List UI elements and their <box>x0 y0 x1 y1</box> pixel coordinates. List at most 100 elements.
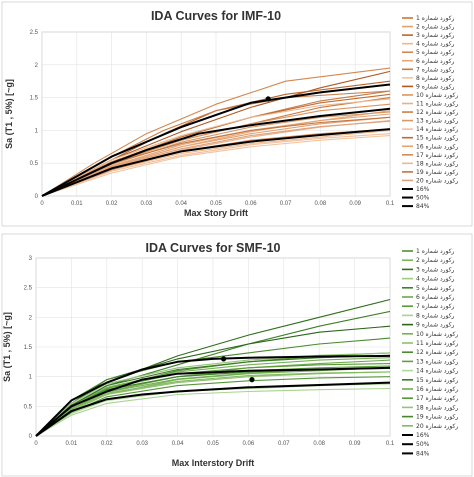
record-line-8 <box>35 387 391 437</box>
legend-label: رکورد شماره 19 <box>416 169 458 176</box>
y-axis-label: Sa (T1 , 5%) [~g] <box>2 312 12 382</box>
collapse-marker <box>221 356 227 362</box>
x-tick-label: 0.03 <box>136 441 148 447</box>
legend-label: رکورد شماره 11 <box>416 101 458 108</box>
x-tick-label: 0.05 <box>207 441 219 447</box>
y-tick-label: 1.5 <box>24 345 33 351</box>
legend-label: رکورد شماره 16 <box>416 143 458 150</box>
record-line-14 <box>41 133 391 197</box>
legend-label: رکورد شماره 5 <box>416 49 455 56</box>
fractile-line-16pct <box>35 381 391 437</box>
legend-label: رکورد شماره 15 <box>416 135 458 142</box>
legend-label: رکورد شماره 17 <box>416 395 458 402</box>
x-tick-label: 0.09 <box>349 441 361 447</box>
record-line-20 <box>35 371 391 437</box>
legend-label: رکورد شماره 20 <box>416 423 458 430</box>
y-tick-label: 3 <box>29 256 33 262</box>
x-tick-label: 0.1 <box>386 441 395 447</box>
legend-label: رکورد شماره 19 <box>416 414 458 421</box>
legend-label: رکورد شماره 8 <box>416 312 455 319</box>
legend-label: رکورد شماره 10 <box>416 331 458 338</box>
fractile-line-84pct <box>35 354 391 437</box>
y-axis-label: Sa (T1 , 5%) [~g] <box>4 79 14 149</box>
legend-label: رکورد شماره 2 <box>416 257 455 264</box>
legend-label: رکورد شماره 6 <box>416 58 455 65</box>
legend-label: رکورد شماره 3 <box>416 32 455 39</box>
legend-label: رکورد شماره 10 <box>416 92 458 99</box>
x-axis-label: Max Interstory Drift <box>172 458 255 468</box>
x-tick-label: 0.02 <box>106 201 118 207</box>
legend-label: رکورد شماره 15 <box>416 377 458 384</box>
legend-label: رکورد شماره 17 <box>416 152 458 159</box>
legend-label: رکورد شماره 12 <box>416 109 458 116</box>
x-tick-label: 0.01 <box>71 201 83 207</box>
legend-label: 16% <box>416 186 430 193</box>
x-tick-label: 0.06 <box>245 201 257 207</box>
legend-label: رکورد شماره 6 <box>416 294 455 301</box>
x-tick-label: 0.04 <box>175 201 187 207</box>
legend-label: رکورد شماره 8 <box>416 75 455 82</box>
record-line-16 <box>41 113 391 197</box>
legend-label: رکورد شماره 20 <box>416 177 458 184</box>
y-tick-label: 1.5 <box>30 96 39 102</box>
legend-label: رکورد شماره 12 <box>416 349 458 356</box>
x-tick-label: 0 <box>40 201 44 207</box>
legend-label: 16% <box>416 432 430 439</box>
x-tick-label: 0.09 <box>349 201 361 207</box>
record-line-5 <box>41 67 391 197</box>
x-tick-label: 0.08 <box>315 201 327 207</box>
legend-label: رکورد شماره 9 <box>416 83 455 90</box>
x-tick-label: 0.06 <box>243 441 255 447</box>
y-tick-label: 1 <box>29 375 33 381</box>
fractile-line-84pct <box>41 83 391 197</box>
y-tick-label: 0 <box>35 194 39 200</box>
legend-label: رکورد شماره 7 <box>416 303 455 310</box>
y-tick-label: 0 <box>29 434 33 440</box>
y-tick-label: 2 <box>29 315 33 321</box>
legend-label: 84% <box>416 203 430 210</box>
legend-label: 84% <box>416 450 430 457</box>
legend-label: رکورد شماره 2 <box>416 24 455 31</box>
y-tick-label: 2.5 <box>30 30 39 36</box>
legend-label: رکورد شماره 7 <box>416 66 455 73</box>
x-tick-label: 0.04 <box>172 441 184 447</box>
record-line-18 <box>35 352 391 437</box>
legend-label: رکورد شماره 9 <box>416 322 455 329</box>
legend-label: رکورد شماره 13 <box>416 118 458 125</box>
y-tick-label: 0.5 <box>30 161 39 167</box>
x-tick-label: 0.03 <box>141 201 153 207</box>
collapse-marker <box>249 377 255 383</box>
x-tick-label: 0.05 <box>210 201 222 207</box>
fractile-line-50pct <box>41 107 391 197</box>
legend-label: رکورد شماره 16 <box>416 386 458 393</box>
record-line-20 <box>41 120 391 197</box>
chart-title: IDA Curves for IMF-10 <box>151 9 281 23</box>
legend-label: رکورد شماره 11 <box>416 340 458 347</box>
x-tick-label: 0 <box>34 441 38 447</box>
record-line-15 <box>35 354 391 437</box>
x-tick-label: 0.07 <box>280 201 292 207</box>
legend-label: رکورد شماره 4 <box>416 41 455 48</box>
legend-label: رکورد شماره 18 <box>416 160 458 167</box>
y-tick-label: 0.5 <box>24 404 33 410</box>
record-line-8 <box>41 135 391 197</box>
y-tick-label: 2 <box>35 63 39 69</box>
legend-label: رکورد شماره 5 <box>416 285 455 292</box>
legend-label: رکورد شماره 14 <box>416 126 458 133</box>
legend-label: رکورد شماره 13 <box>416 358 458 365</box>
fractile-line-16pct <box>41 128 391 197</box>
chart-title: IDA Curves for SMF-10 <box>146 241 281 255</box>
legend-label: رکورد شماره 4 <box>416 276 455 283</box>
fractile-line-50pct <box>35 366 391 437</box>
x-tick-label: 0.1 <box>386 201 395 207</box>
collapse-marker <box>265 96 271 102</box>
legend-label: رکورد شماره 3 <box>416 266 455 273</box>
chart-panel-1: 0 0.01 0.02 0.03 0.04 0.05 0.06 0.07 0.08 0.09 0.1… <box>1 1 473 227</box>
legend-label: رکورد شماره 14 <box>416 368 458 375</box>
legend-label: 50% <box>416 195 430 202</box>
legend-label: رکورد شماره 1 <box>416 15 455 22</box>
legend-label: رکورد شماره 18 <box>416 404 458 411</box>
record-line-18 <box>41 98 391 197</box>
